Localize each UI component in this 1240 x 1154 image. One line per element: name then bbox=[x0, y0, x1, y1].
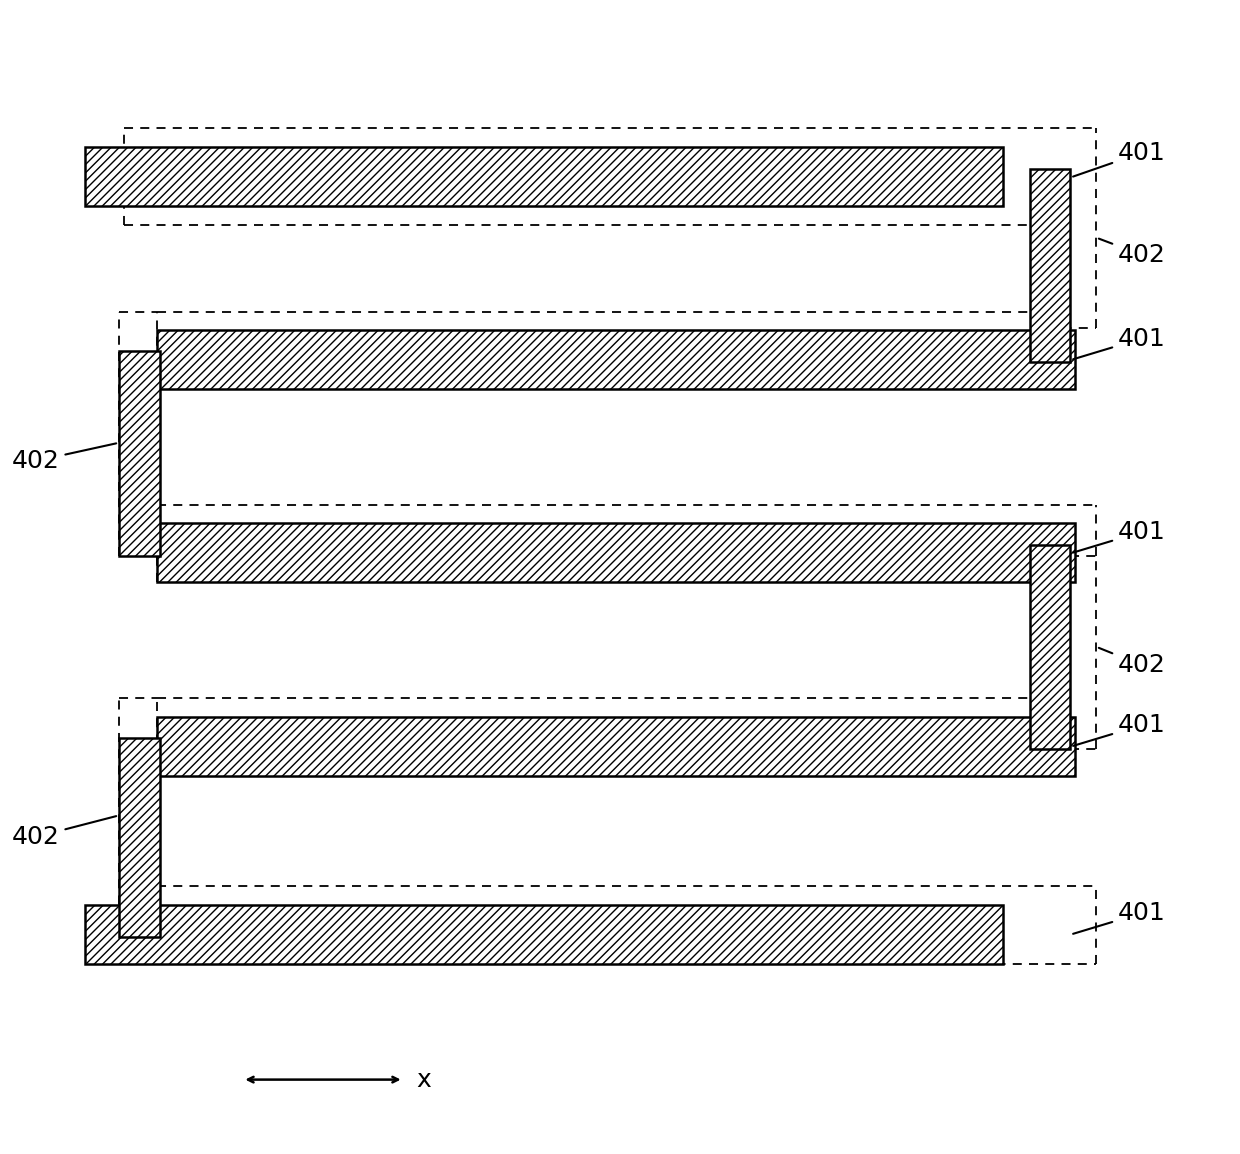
Bar bbox=[84, 148, 1003, 207]
Text: x: x bbox=[417, 1067, 432, 1092]
Bar bbox=[156, 717, 1075, 775]
Bar bbox=[156, 330, 1075, 389]
Text: 402: 402 bbox=[1099, 647, 1166, 677]
Bar bbox=[156, 523, 1075, 583]
Bar bbox=[84, 905, 1003, 964]
Bar bbox=[1029, 545, 1070, 749]
Bar bbox=[119, 739, 160, 937]
Bar bbox=[119, 352, 160, 555]
Text: 402: 402 bbox=[12, 816, 117, 849]
Text: 401: 401 bbox=[1073, 713, 1166, 745]
Text: 401: 401 bbox=[1073, 901, 1166, 934]
Text: 402: 402 bbox=[12, 443, 117, 473]
Bar bbox=[1029, 168, 1070, 362]
Text: 401: 401 bbox=[1073, 520, 1166, 553]
Text: 402: 402 bbox=[1099, 239, 1166, 267]
Text: 401: 401 bbox=[1073, 141, 1166, 177]
Text: 401: 401 bbox=[1073, 327, 1166, 359]
